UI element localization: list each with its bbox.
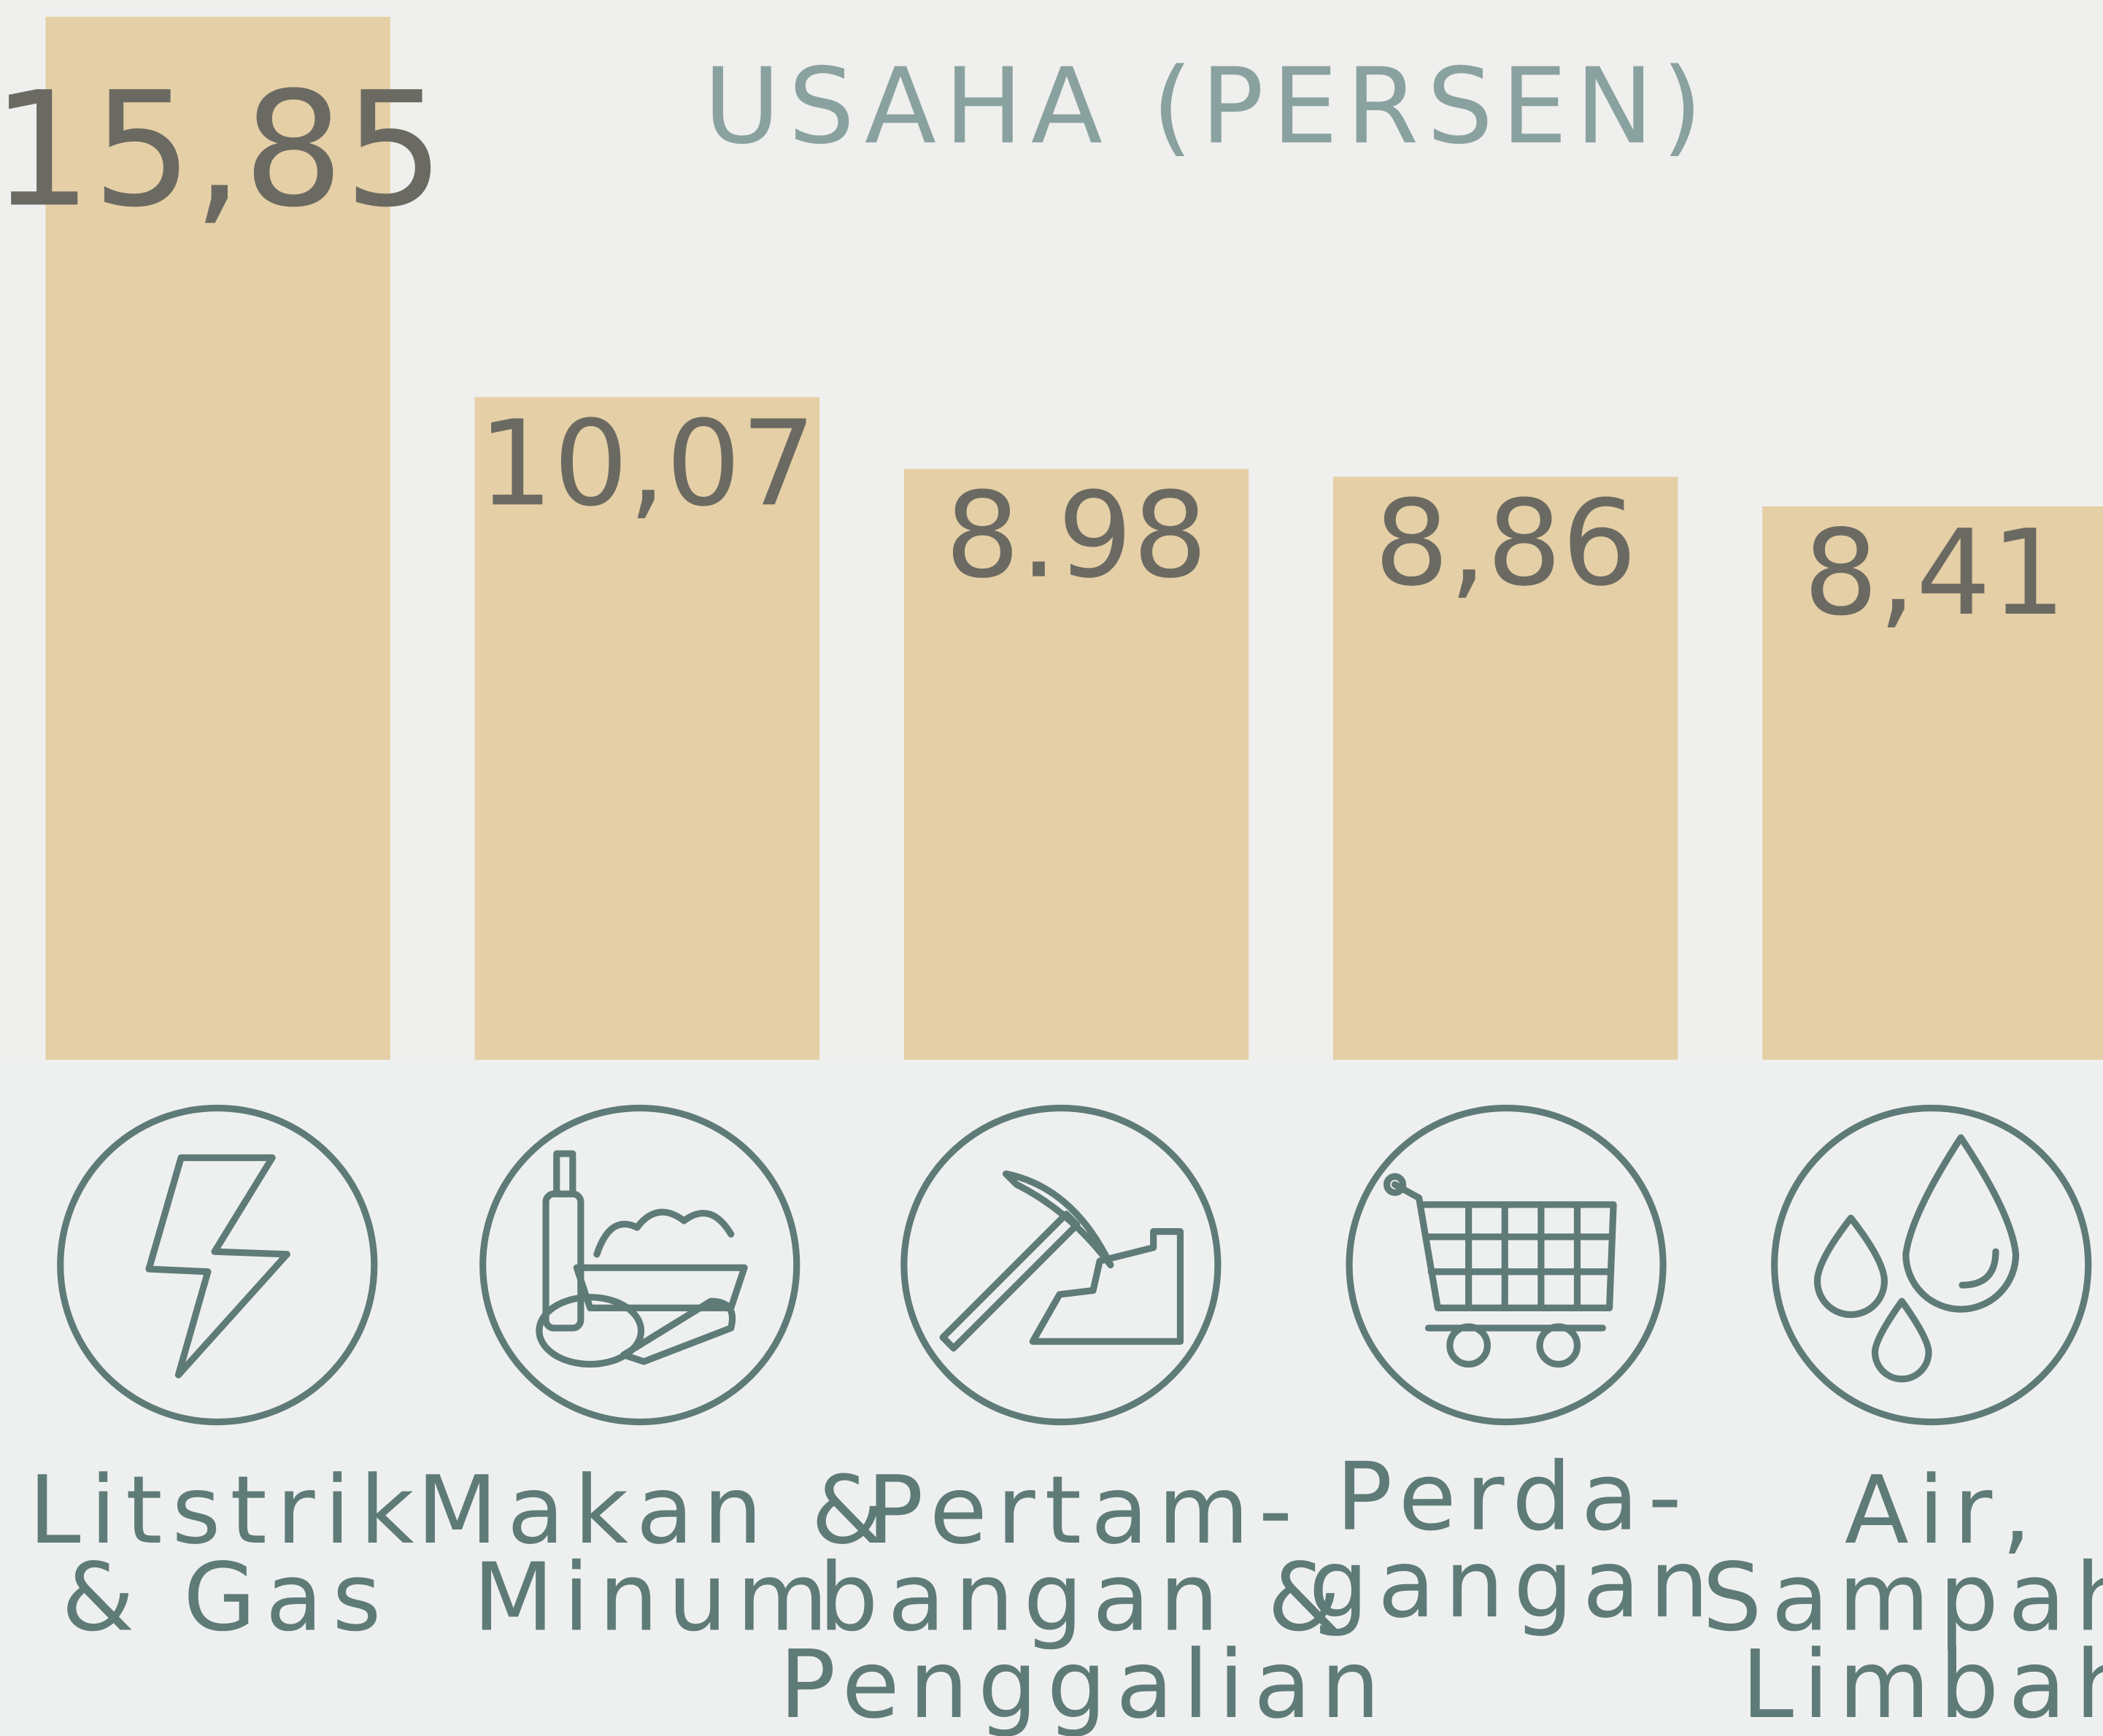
bar <box>1332 477 1678 1060</box>
category-label: Litstrik <box>28 1457 423 1565</box>
icons <box>57 1104 2092 1426</box>
value-label: 15,85 <box>0 58 444 242</box>
category-label: Sampah, <box>1702 1543 2103 1652</box>
category-label: Minum <box>473 1543 837 1652</box>
value-label: 8,86 <box>1374 475 1637 612</box>
category-label: & Gas <box>61 1543 390 1652</box>
icon-mining <box>900 1104 1222 1426</box>
icon-lightning <box>57 1104 378 1426</box>
category-label: Air, <box>1845 1457 2041 1565</box>
category-label: gangan <box>1309 1530 1718 1639</box>
bar <box>474 397 820 1060</box>
bar <box>1762 506 2103 1060</box>
category-label: Makan & <box>417 1457 894 1565</box>
value-label: 8.98 <box>945 468 1208 605</box>
category-label: Penggalian <box>779 1631 1389 1736</box>
icon-cart <box>1346 1104 1667 1426</box>
chart-title: USAHA (PERSEN) <box>703 45 1710 167</box>
bar <box>903 468 1249 1060</box>
bar <box>45 17 390 1060</box>
category-label: Perda- <box>1336 1443 1691 1552</box>
value-label: 8,41 <box>1803 505 2066 642</box>
icon-water <box>1771 1104 2092 1426</box>
category-label: Pertam- <box>867 1457 1302 1565</box>
icon-food <box>479 1104 800 1426</box>
category-label: bangan & <box>819 1543 1350 1652</box>
value-label: 10,07 <box>478 396 816 533</box>
category-label: Limbah <box>1741 1631 2103 1736</box>
chart-title: MENURUT LAPANGAN <box>579 0 1835 15</box>
